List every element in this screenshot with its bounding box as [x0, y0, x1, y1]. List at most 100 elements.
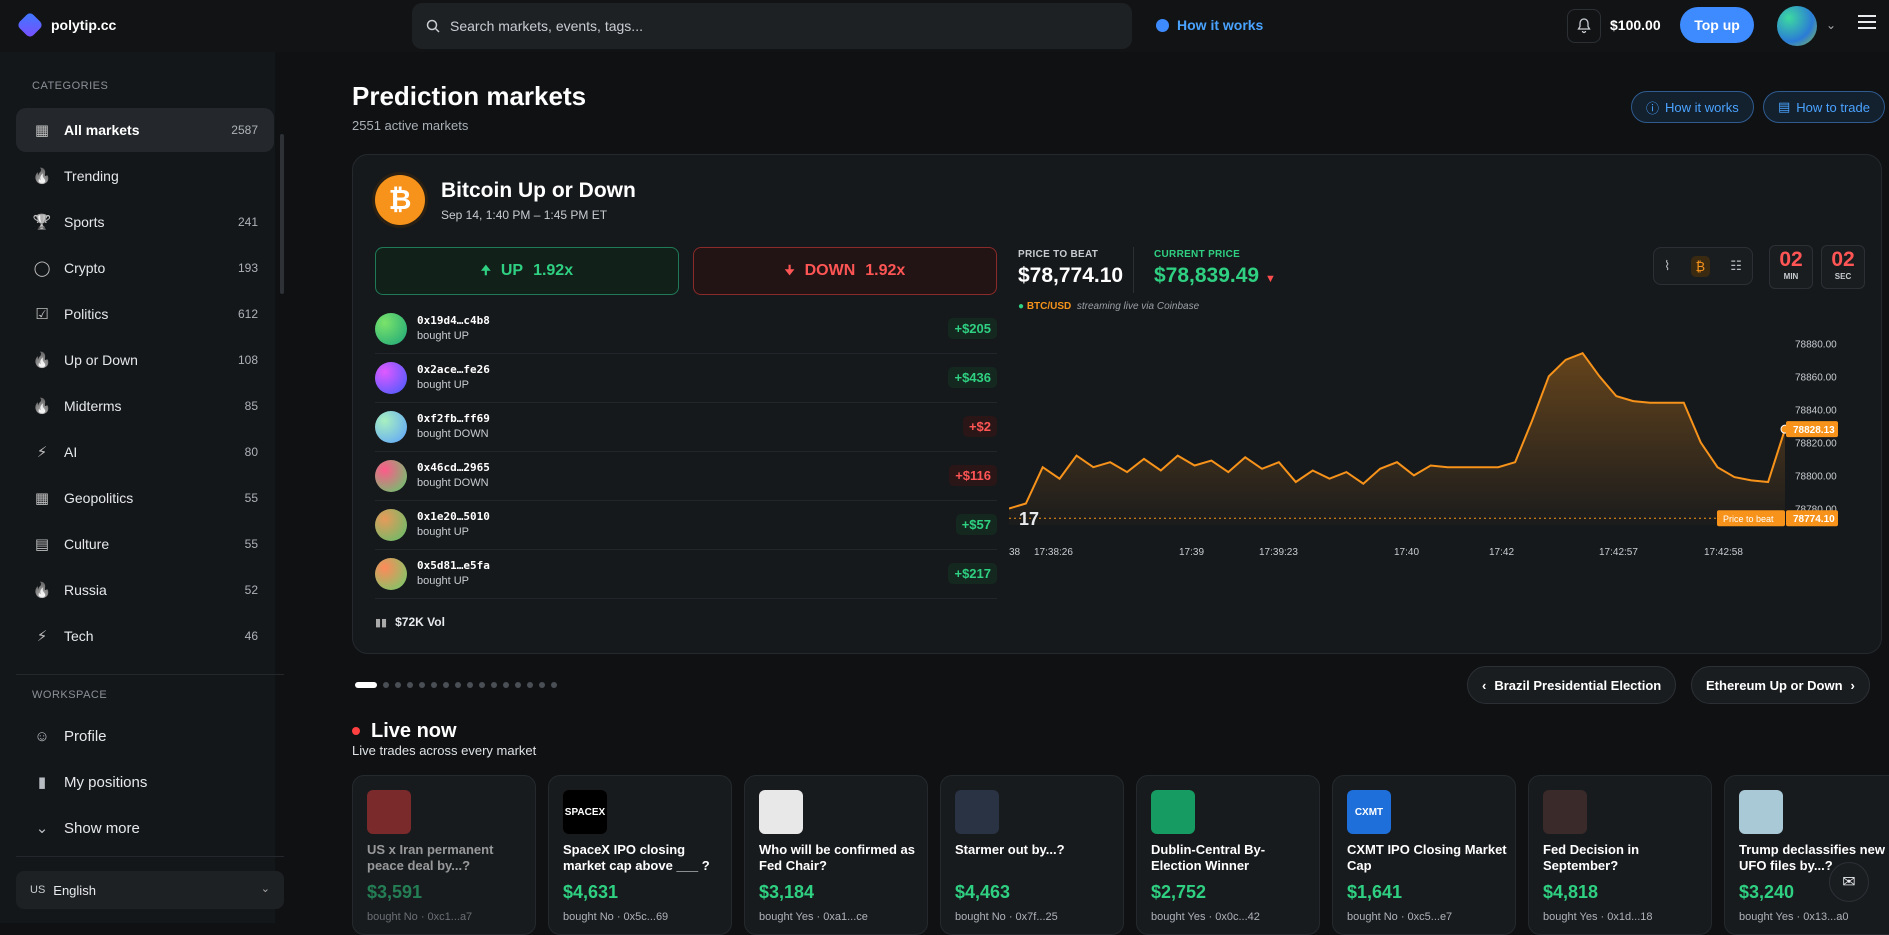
trader-address[interactable]: 0x2ace…fe26: [417, 363, 490, 376]
prev-market-button[interactable]: ‹ Brazil Presidential Election: [1467, 666, 1677, 704]
trader-address[interactable]: 0x19d4…c4b8: [417, 314, 490, 327]
buy-down-button[interactable]: 🠋 DOWN 1.92x: [693, 247, 997, 295]
sidebar-item-show-more[interactable]: ⌄ Show more: [16, 806, 274, 850]
menu-icon[interactable]: [1858, 15, 1876, 33]
carousel-dot[interactable]: [503, 682, 509, 688]
chat-icon[interactable]: ✉: [1829, 862, 1869, 902]
notifications-button[interactable]: [1567, 9, 1601, 43]
avatar: [375, 509, 407, 541]
sidebar-item-russia[interactable]: 🔥 Russia 52: [16, 568, 274, 612]
market-card[interactable]: Dublin-Central By-Election Winner $2,752…: [1136, 775, 1320, 935]
sidebar-item-tech[interactable]: ⚡ Tech 46: [16, 614, 274, 658]
how-it-works-label: How it works: [1177, 17, 1264, 33]
chevron-down-icon[interactable]: ⌄: [1826, 18, 1837, 32]
price-to-beat-value: $78,774.10: [1018, 264, 1124, 287]
sidebar-item-crypto[interactable]: ◯ Crypto 193: [16, 246, 274, 290]
chart-area-fill: [1009, 353, 1785, 525]
bar-chart-icon: ▮▮: [375, 616, 388, 629]
brand-name: polytip.cc: [51, 17, 117, 33]
brand-logo[interactable]: polytip.cc: [16, 11, 117, 39]
carousel-dot[interactable]: [539, 682, 545, 688]
flame-icon: 🔥: [32, 168, 52, 185]
next-market-button[interactable]: Ethereum Up or Down ›: [1691, 666, 1870, 704]
carousel-dot[interactable]: [527, 682, 533, 688]
sidebar-item-my-positions[interactable]: ▮ My positions: [16, 760, 274, 804]
carousel-dot[interactable]: [383, 682, 389, 688]
carousel-dot[interactable]: [551, 682, 557, 688]
trade-row: 0x2ace…fe26 bought UP +$436: [375, 354, 997, 403]
how-it-works-button[interactable]: ⓘ How it works: [1631, 91, 1754, 123]
carousel-dot[interactable]: [443, 682, 449, 688]
market-card[interactable]: Who will be confirmed as Fed Chair? $3,1…: [744, 775, 928, 935]
carousel-dot[interactable]: [455, 682, 461, 688]
carousel-dot[interactable]: [407, 682, 413, 688]
trader-address[interactable]: 0x1e20…5010: [417, 510, 490, 523]
sidebar-item-midterms[interactable]: 🔥 Midterms 85: [16, 384, 274, 428]
up-multiplier: 1.92x: [533, 262, 574, 279]
market-card[interactable]: CXMT CXMT IPO Closing Market Cap $1,641 …: [1332, 775, 1516, 935]
language-select[interactable]: US English ⌄: [16, 871, 284, 909]
market-card[interactable]: SPACEX SpaceX IPO closing market cap abo…: [548, 775, 732, 935]
sidebar-scrollbar[interactable]: [280, 134, 284, 294]
arrow-down-icon: 🠋: [784, 262, 795, 277]
avatar: [375, 313, 407, 345]
prev-market-label: Brazil Presidential Election: [1494, 677, 1662, 693]
market-card[interactable]: Trump declassifies new UFO files by...? …: [1724, 775, 1889, 935]
buy-up-button[interactable]: 🠉 UP 1.92x: [375, 247, 679, 295]
featured-market-card: ₿ Bitcoin Up or Down Sep 14, 1:40 PM – 1…: [352, 154, 1882, 654]
sidebar-item-label: My positions: [64, 773, 148, 791]
carousel-dot[interactable]: [431, 682, 437, 688]
line-chart-icon[interactable]: ⌇: [1664, 258, 1671, 273]
x-tick-label: 17:39:23: [1259, 547, 1298, 558]
page-subtitle: 2551 active markets: [352, 118, 469, 133]
market-card[interactable]: Fed Decision in September? $4,818 bought…: [1528, 775, 1712, 935]
flag-icon: [367, 790, 411, 834]
how-to-trade-button[interactable]: ▤ How to trade: [1763, 91, 1885, 123]
sidebar-item-sports[interactable]: 🏆 Sports 241: [16, 200, 274, 244]
ballot-icon: ☑: [35, 306, 49, 323]
sidebar-item-trending[interactable]: 🔥 Trending: [16, 154, 274, 198]
market-card[interactable]: Starmer out by...? $4,463 bought No · 0x…: [940, 775, 1124, 935]
market-card[interactable]: US x Iran permanent peace deal by...? $3…: [352, 775, 536, 935]
avatar[interactable]: [1777, 6, 1817, 46]
sidebar-item-ai[interactable]: ⚡ AI 80: [16, 430, 274, 474]
carousel-dot[interactable]: [419, 682, 425, 688]
sidebar-item-all-markets[interactable]: ▦ All markets 2587: [16, 108, 274, 152]
sidebar-item-count: 55: [244, 537, 258, 551]
cxmt-logo: CXMT: [1347, 790, 1391, 834]
top-up-button[interactable]: Top up: [1680, 7, 1754, 43]
carousel-dot[interactable]: [479, 682, 485, 688]
sidebar-item-geopolitics[interactable]: ▦ Geopolitics 55: [16, 476, 274, 520]
bitcoin-chart-icon[interactable]: ₿: [1690, 255, 1711, 277]
trader-address[interactable]: 0x5d81…e5fa: [417, 559, 490, 572]
sidebar-item-politics[interactable]: ☑ Politics 612: [16, 292, 274, 336]
carousel-dot[interactable]: [491, 682, 497, 688]
carousel-dot[interactable]: [355, 682, 377, 688]
search-input[interactable]: Search markets, events, tags...: [412, 3, 1132, 49]
sidebar-item-label: Sports: [64, 214, 105, 230]
down-triangle-icon: ▼: [1264, 273, 1276, 285]
carousel-dot[interactable]: [395, 682, 401, 688]
carousel-dot[interactable]: [515, 682, 521, 688]
avatar: [375, 558, 407, 590]
timer-sec-label: SEC: [1834, 272, 1852, 281]
market-card-meta: bought No · 0xc1...a7: [367, 911, 473, 923]
market-title[interactable]: Bitcoin Up or Down: [441, 179, 636, 202]
candlestick-icon[interactable]: ☷: [1730, 258, 1742, 273]
sidebar-item-count: 612: [237, 307, 258, 321]
sidebar-item-culture[interactable]: ▤ Culture 55: [16, 522, 274, 566]
trade-action: bought DOWN: [417, 428, 489, 440]
flame-icon: 🔥: [32, 398, 52, 415]
how-it-works-link[interactable]: How it works: [1156, 17, 1263, 33]
sidebar-item-label: Tech: [64, 628, 94, 644]
market-card-meta: bought No · 0xc5...e7: [1347, 911, 1453, 923]
how-to-trade-button-label: How to trade: [1796, 99, 1870, 115]
language-code: US: [30, 884, 46, 896]
carousel-dot[interactable]: [467, 682, 473, 688]
trade-row: 0x5d81…e5fa bought UP +$217: [375, 550, 997, 599]
price-chart[interactable]: 78880.00 78860.00 78840.00 78820.00 78800.00…: [1009, 315, 1879, 575]
trader-address[interactable]: 0xf2fb…ff69: [417, 412, 490, 425]
sidebar-item-profile[interactable]: ☺ Profile: [16, 714, 274, 758]
trader-address[interactable]: 0x46cd…2965: [417, 461, 490, 474]
sidebar-item-up-or-down[interactable]: 🔥 Up or Down 108: [16, 338, 274, 382]
